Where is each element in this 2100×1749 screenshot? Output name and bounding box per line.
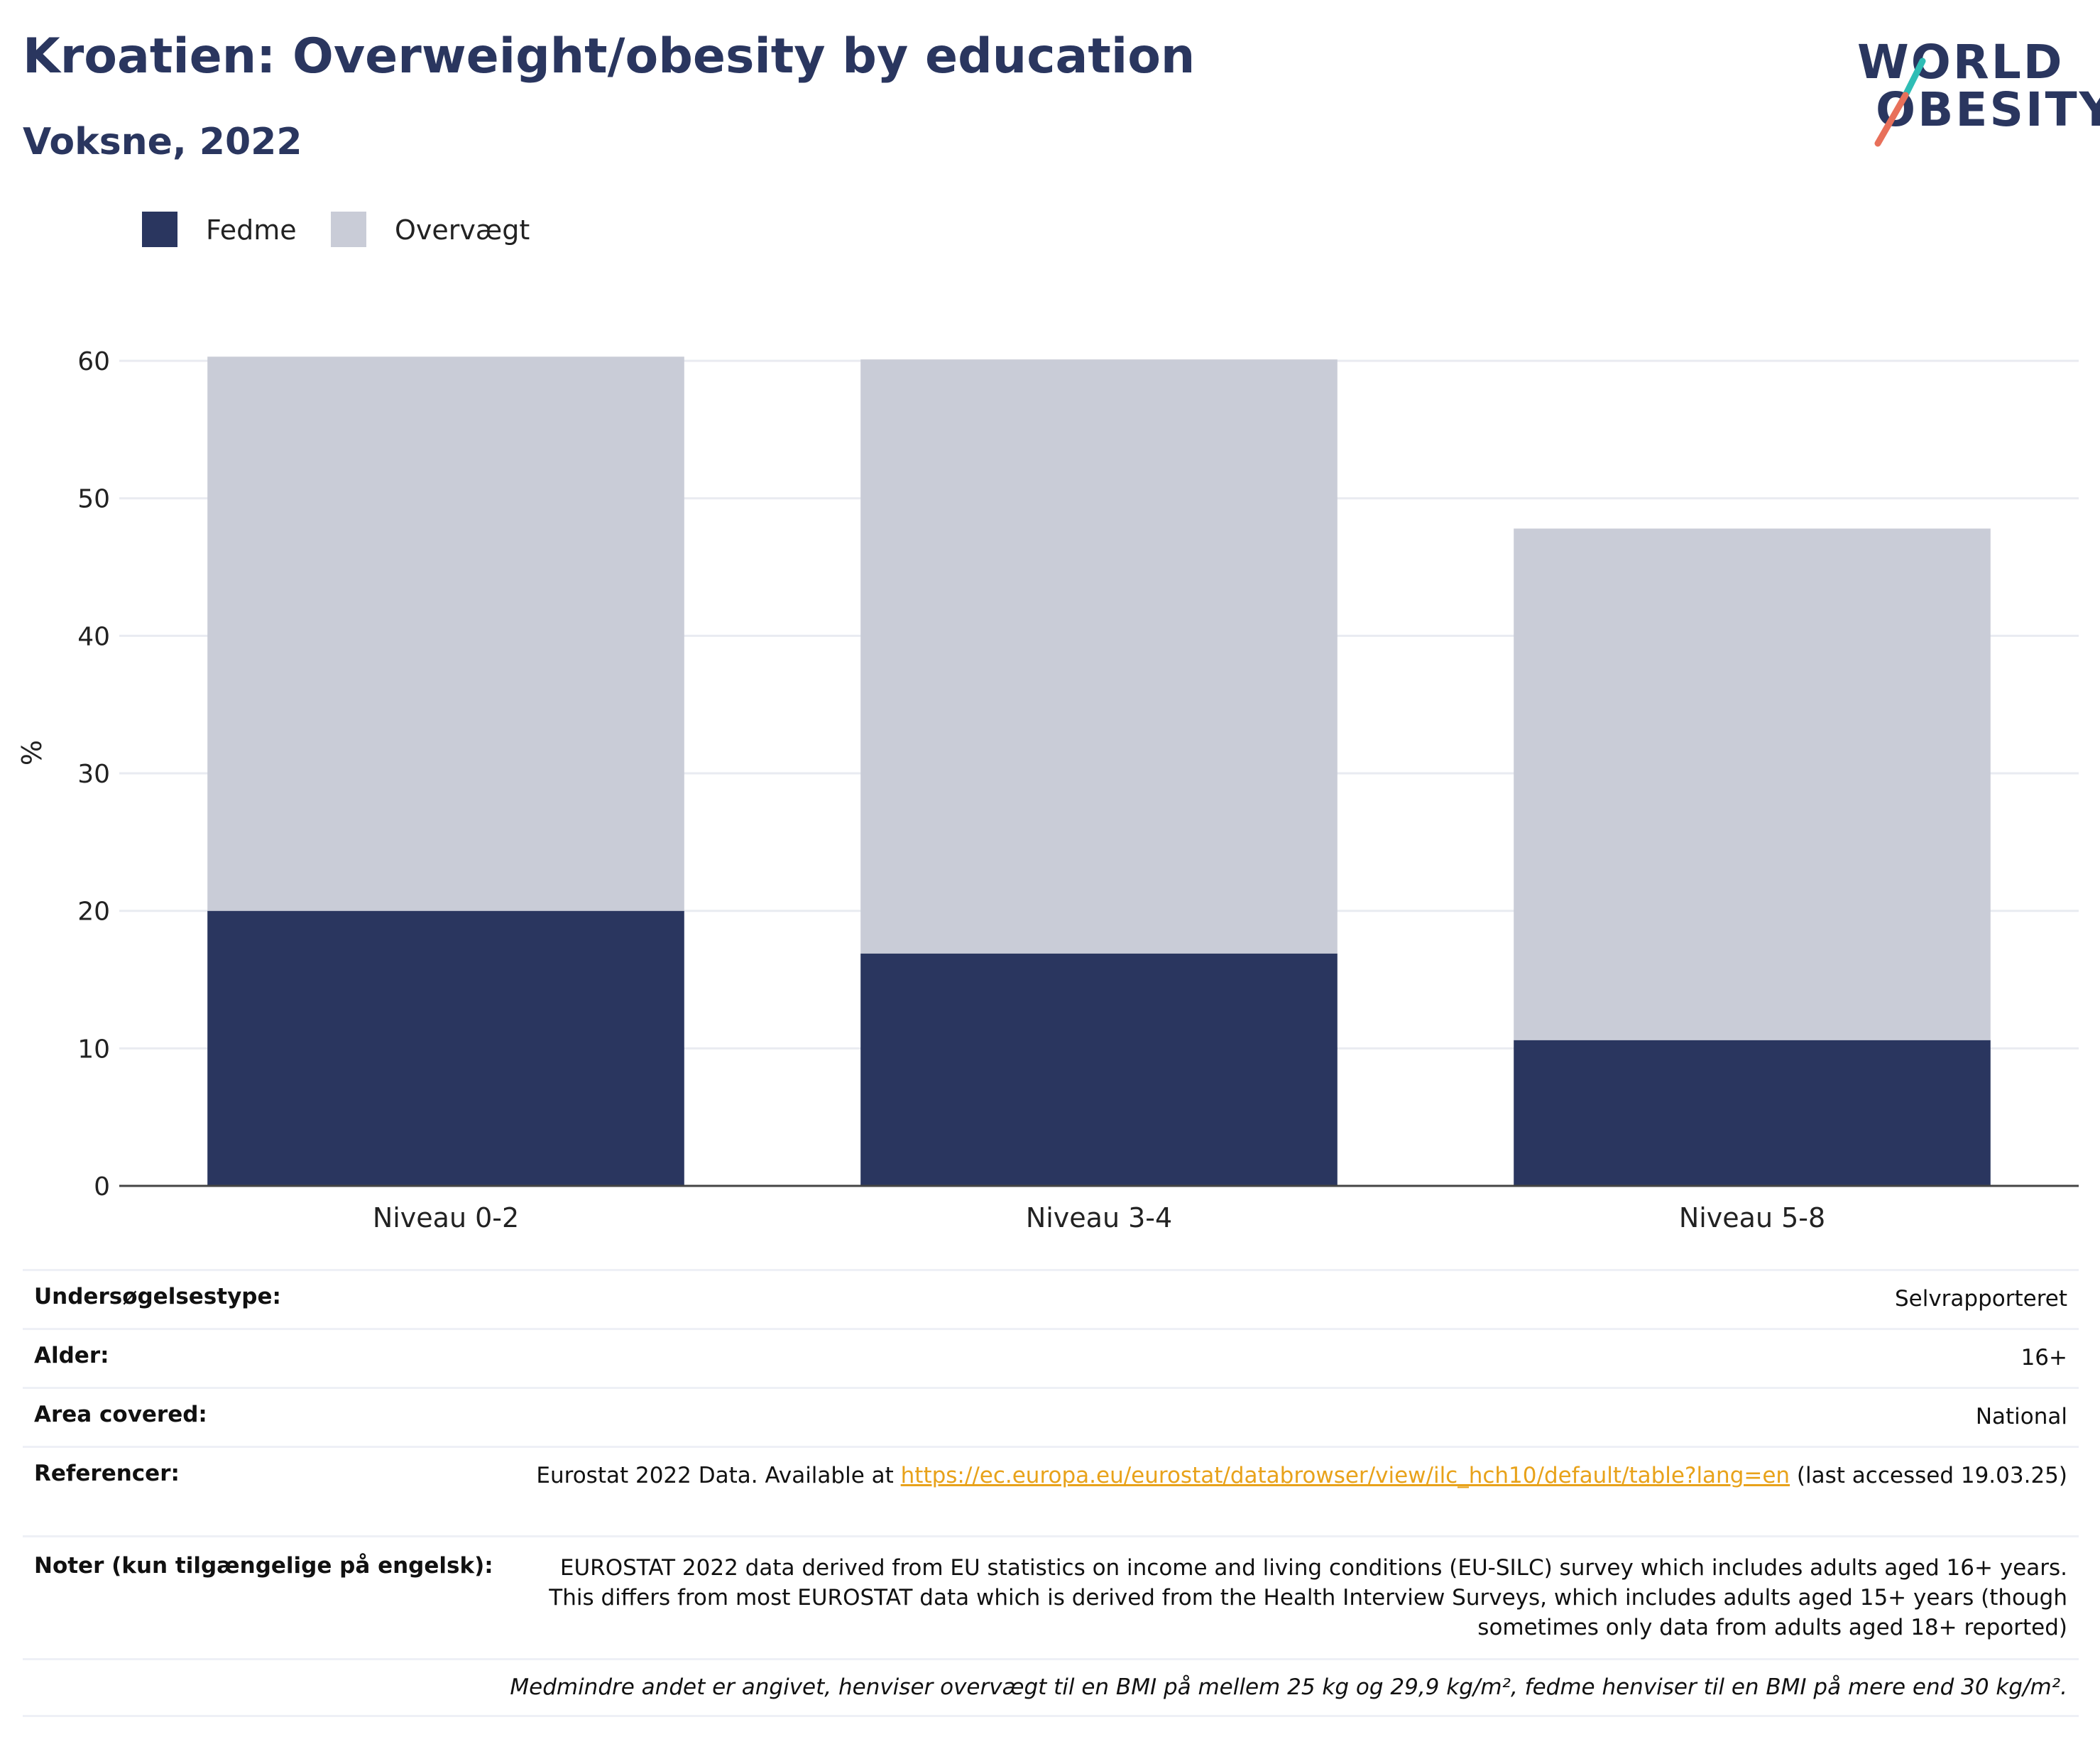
y-tick-label: 30 bbox=[77, 760, 110, 789]
y-tick-label: 50 bbox=[77, 485, 110, 514]
reference-suffix: (last accessed 19.03.25) bbox=[1790, 1463, 2067, 1488]
legend-swatch-fedme bbox=[142, 212, 177, 247]
x-tick-label: Niveau 3-4 bbox=[1026, 1202, 1172, 1233]
info-value: National bbox=[1975, 1404, 2067, 1429]
info-value: Eurostat 2022 Data. Available at https:/… bbox=[23, 1448, 2079, 1491]
y-tick-label: 0 bbox=[94, 1172, 110, 1202]
x-tick-label: Niveau 5-8 bbox=[1679, 1202, 1825, 1233]
footnote: Medmindre andet er angivet, henviser ove… bbox=[23, 1658, 2079, 1717]
y-axis-label: % bbox=[16, 740, 48, 765]
reference-link[interactable]: https://ec.europa.eu/eurostat/databrowse… bbox=[900, 1463, 1790, 1488]
reference-text: Eurostat 2022 Data. Available at bbox=[536, 1463, 901, 1488]
info-row-references: Referencer: Eurostat 2022 Data. Availabl… bbox=[23, 1446, 2079, 1535]
stacked-bar-chart: 0 10 20 30 40 50 60% Niveau 0-2 Niveau 3-4 Niveau… bbox=[16, 347, 2079, 1233]
info-value: 16+ bbox=[2020, 1345, 2067, 1371]
chart-title: Kroatien: Overweight/obesity by educatio… bbox=[23, 28, 1196, 85]
info-row-notes: Noter (kun tilgængelige på engelsk): EUR… bbox=[23, 1535, 2079, 1658]
world-obesity-logo: WORLD OBESITY bbox=[1846, 21, 2100, 156]
info-key: Noter (kun tilgængelige på engelsk): bbox=[34, 1553, 493, 1579]
info-value: Selvrapporteret bbox=[1894, 1286, 2067, 1312]
x-tick-label: Niveau 0-2 bbox=[373, 1202, 519, 1233]
y-tick-label: 40 bbox=[77, 622, 110, 651]
bar-fedme bbox=[860, 953, 1338, 1186]
info-row-area-covered: Area covered: National bbox=[23, 1387, 2079, 1446]
legend-label-fedme: Fedme bbox=[206, 214, 297, 246]
info-value: EUROSTAT 2022 data derived from EU stati… bbox=[549, 1555, 2067, 1640]
info-key: Undersøgelsestype: bbox=[34, 1284, 281, 1309]
y-tick-label: 60 bbox=[77, 347, 110, 376]
legend-swatch-overvaegt bbox=[331, 212, 366, 247]
logo-word-world: WORLD bbox=[1857, 35, 2065, 89]
logo-slash-icon bbox=[1874, 58, 1926, 147]
info-key: Alder: bbox=[34, 1343, 109, 1368]
legend-label-overvaegt: Overvægt bbox=[395, 214, 530, 246]
y-tick-label: 20 bbox=[77, 898, 110, 927]
bar-overvaegt bbox=[860, 359, 1338, 954]
info-key: Area covered: bbox=[34, 1402, 207, 1427]
bar-fedme bbox=[207, 910, 684, 1186]
chart-subtitle: Voksne, 2022 bbox=[23, 121, 302, 163]
logo-word-obesity: OBESITY bbox=[1876, 82, 2100, 137]
bar-overvaegt bbox=[207, 356, 684, 911]
y-tick-label: 10 bbox=[77, 1035, 110, 1064]
info-row-age: Alder: 16+ bbox=[23, 1328, 2079, 1387]
info-row-survey-type: Undersøgelsestype: Selvrapporteret bbox=[23, 1269, 2079, 1328]
info-table: Undersøgelsestype: Selvrapporteret Alder… bbox=[23, 1269, 2079, 1717]
bar-fedme bbox=[1514, 1040, 1991, 1186]
info-key: Referencer: bbox=[34, 1461, 180, 1486]
bar-overvaegt bbox=[1514, 528, 1991, 1040]
